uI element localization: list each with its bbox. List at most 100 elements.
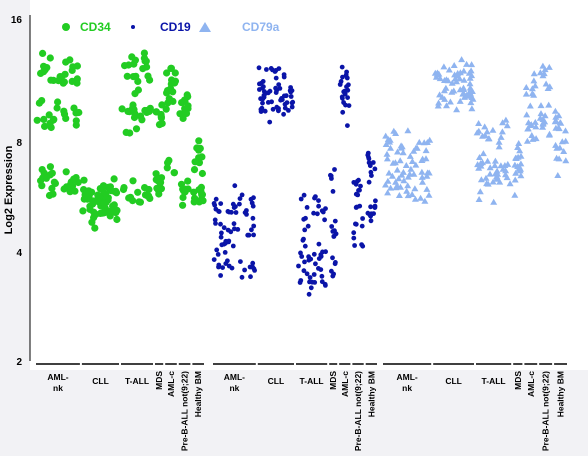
data-point-cd34	[164, 159, 172, 167]
data-point-cd79a	[406, 170, 414, 177]
data-point-cd19	[351, 235, 357, 241]
data-point-cd19	[316, 266, 321, 271]
data-point-cd79a	[408, 191, 416, 197]
data-point-cd34	[184, 177, 192, 185]
data-point-cd34	[100, 199, 109, 207]
data-point-cd79a	[528, 132, 536, 138]
data-point-cd19	[372, 205, 378, 211]
data-point-cd34	[46, 163, 55, 171]
data-point-cd34	[92, 197, 100, 205]
data-point-cd34	[46, 171, 54, 179]
data-point-cd19	[211, 257, 217, 262]
data-point-cd19	[225, 227, 231, 233]
data-point-cd19	[239, 274, 245, 280]
x-category-label: AML-nk	[396, 372, 417, 393]
x-category-label: CLL	[445, 376, 462, 386]
data-point-cd19	[357, 187, 362, 193]
data-point-cd79a	[383, 155, 391, 162]
data-point-cd19	[237, 196, 243, 202]
data-point-cd19	[372, 166, 378, 172]
data-point-cd79a	[499, 165, 507, 172]
data-point-cd19	[330, 229, 336, 234]
data-point-cd34	[37, 177, 45, 185]
data-point-cd34	[129, 177, 137, 185]
data-point-cd79a	[460, 84, 467, 91]
data-point-cd34	[62, 58, 70, 66]
data-point-cd34	[69, 63, 77, 71]
data-point-cd34	[134, 188, 142, 196]
data-point-cd34	[90, 214, 98, 222]
data-point-cd79a	[444, 77, 452, 84]
data-point-cd79a	[399, 149, 407, 156]
data-point-cd19	[274, 104, 280, 110]
data-point-cd79a	[386, 136, 394, 143]
data-point-cd19	[218, 221, 223, 227]
data-point-cd34	[99, 182, 108, 190]
data-point-cd79a	[523, 111, 531, 118]
data-points	[33, 49, 570, 297]
data-point-cd19	[332, 218, 338, 224]
data-point-cd79a	[512, 169, 520, 176]
data-point-cd79a	[542, 80, 550, 87]
data-point-cd34	[152, 108, 160, 116]
data-point-cd34	[145, 185, 153, 194]
data-point-cd79a	[450, 62, 458, 68]
data-point-cd19	[368, 204, 373, 210]
data-point-cd34	[33, 116, 41, 124]
data-point-cd34	[125, 61, 133, 69]
data-point-cd19	[261, 94, 267, 100]
x-category-label: MDS	[513, 371, 523, 390]
data-point-cd79a	[397, 183, 404, 190]
data-point-cd19	[220, 265, 226, 270]
data-point-cd79a	[460, 67, 468, 74]
data-point-cd79a	[419, 178, 426, 185]
data-point-cd79a	[514, 153, 522, 160]
data-point-cd79a	[531, 82, 539, 89]
data-point-cd79a	[556, 144, 564, 151]
data-point-cd79a	[476, 154, 483, 160]
data-point-cd19	[289, 100, 295, 106]
data-point-cd79a	[448, 88, 456, 95]
data-point-cd19	[270, 106, 276, 112]
data-point-cd19	[301, 236, 306, 242]
data-point-cd79a	[555, 155, 563, 162]
data-point-cd19	[319, 273, 325, 279]
data-point-cd79a	[456, 69, 464, 76]
data-point-cd19	[272, 69, 278, 74]
data-point-cd19	[232, 183, 238, 189]
data-point-cd34	[140, 49, 148, 57]
data-point-cd19	[218, 234, 224, 240]
data-point-cd19	[366, 156, 372, 162]
data-point-cd19	[284, 100, 290, 105]
data-point-cd79a	[400, 177, 408, 184]
x-category-label: T-ALL	[482, 376, 506, 386]
data-point-cd79a	[562, 127, 569, 134]
data-point-cd34	[190, 198, 198, 206]
data-point-cd34	[157, 174, 166, 182]
data-point-cd19	[351, 230, 357, 236]
data-point-cd79a	[546, 130, 553, 137]
data-point-cd79a	[384, 189, 392, 196]
data-point-cd19	[282, 105, 288, 111]
data-point-cd19	[298, 250, 303, 256]
data-point-cd19	[307, 275, 313, 280]
data-point-cd79a	[387, 144, 394, 151]
data-point-cd79a	[515, 165, 523, 172]
data-point-cd19	[353, 181, 359, 187]
data-point-cd79a	[562, 137, 570, 144]
data-point-cd79a	[411, 185, 419, 192]
data-point-cd79a	[522, 90, 530, 97]
data-point-cd79a	[423, 185, 431, 192]
data-point-cd79a	[477, 176, 485, 183]
data-point-cd34	[46, 119, 54, 127]
data-point-cd19	[316, 241, 322, 247]
data-point-cd79a	[536, 114, 544, 121]
data-point-cd79a	[539, 120, 547, 127]
data-point-cd79a	[497, 133, 505, 140]
data-point-cd79a	[406, 152, 414, 159]
data-point-cd79a	[411, 195, 419, 202]
data-point-cd19	[246, 232, 252, 238]
x-category-label: Pre-B-ALL not(9;22)	[353, 371, 363, 451]
data-point-cd79a	[423, 139, 431, 145]
data-point-cd79a	[560, 148, 568, 154]
